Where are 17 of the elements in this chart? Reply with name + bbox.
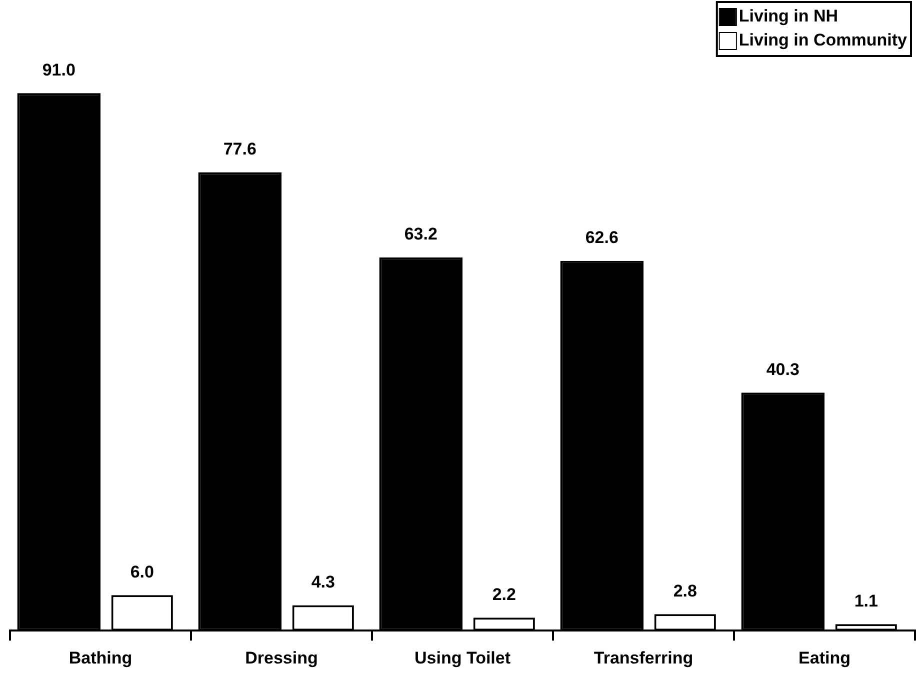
data-label: 6.0: [130, 562, 154, 582]
x-tick-label: Dressing: [245, 648, 318, 668]
data-label: 63.2: [404, 224, 438, 244]
data-label: 40.3: [766, 360, 800, 379]
x-tick-label: Bathing: [68, 648, 132, 668]
legend-label: Living in NH: [738, 6, 838, 26]
data-label: 2.2: [492, 584, 516, 604]
data-label: 77.6: [223, 139, 256, 158]
data-label: 4.3: [311, 572, 335, 592]
data-label: 91.0: [42, 60, 76, 80]
x-tick-label: Transferring: [594, 648, 694, 668]
legend-label: Living in Community: [738, 30, 908, 50]
data-label: 2.8: [673, 581, 697, 600]
x-tick-label: Using Toilet: [414, 648, 511, 668]
data-label: 62.6: [585, 228, 618, 248]
data-label: 1.1: [854, 591, 878, 610]
x-tick-label: Eating: [798, 648, 850, 668]
